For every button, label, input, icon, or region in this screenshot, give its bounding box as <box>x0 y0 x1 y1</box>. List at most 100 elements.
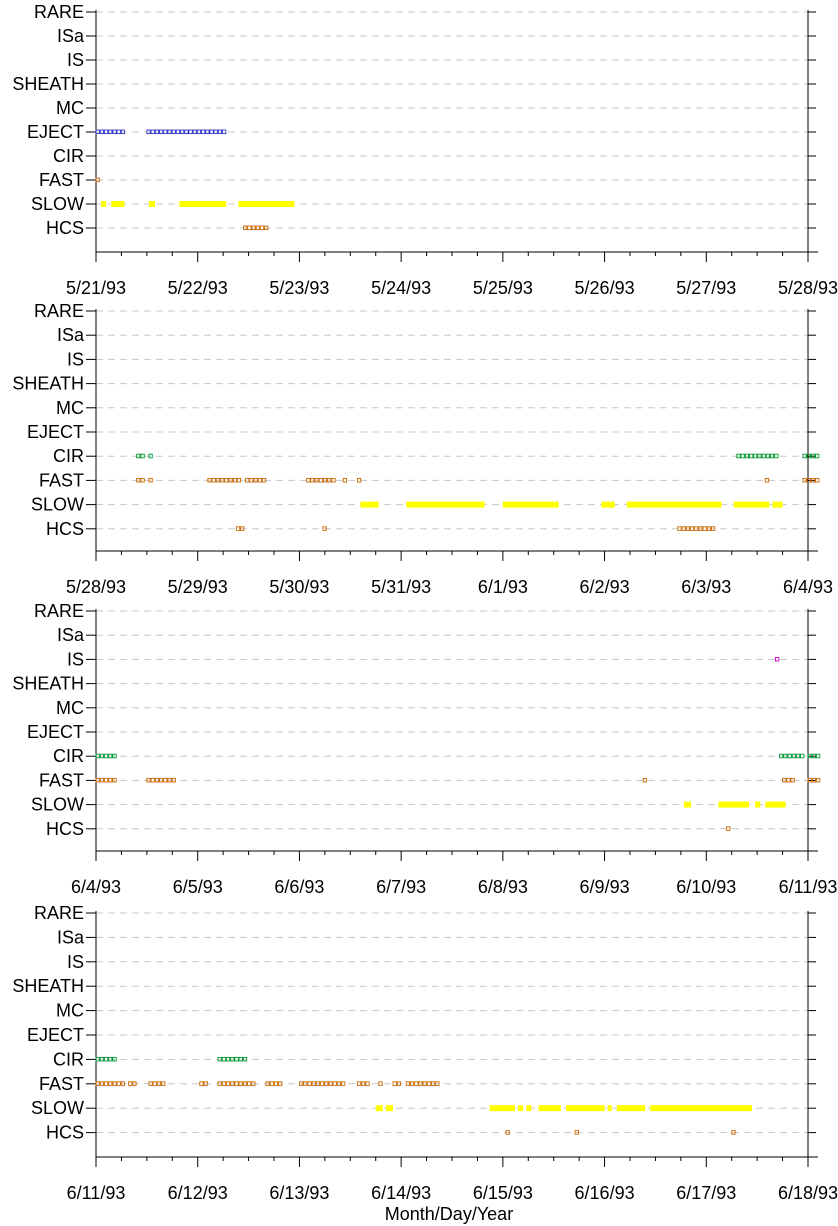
event-marker-eject <box>213 129 218 135</box>
category-label-is: IS <box>67 649 84 669</box>
event-marker-fast <box>303 1081 308 1086</box>
event-marker-fast <box>810 477 816 483</box>
event-marker-cir <box>765 453 771 459</box>
category-label-eject: EJECT <box>27 422 84 442</box>
event-marker-fast <box>161 1081 166 1086</box>
event-marker-fast <box>807 777 812 783</box>
event-marker-hcs <box>689 526 695 531</box>
event-bar-slow <box>650 1105 753 1112</box>
event-marker-fast <box>307 1081 312 1086</box>
event-marker-eject <box>120 129 126 135</box>
x-tick-label: 5/25/93 <box>473 278 533 298</box>
event-bar-slow <box>179 201 227 207</box>
event-marker-hcs <box>574 1130 579 1135</box>
event-marker-fast <box>786 777 791 783</box>
event-bar-slow <box>755 801 761 808</box>
event-marker-eject <box>167 129 172 135</box>
event-marker-fast <box>409 1081 415 1086</box>
category-label-slow: SLOW <box>31 795 84 815</box>
category-label-hcs: HCS <box>46 819 84 839</box>
event-marker-fast <box>228 477 233 483</box>
event-marker-fast <box>405 1081 411 1086</box>
event-marker-fast <box>226 1081 231 1086</box>
event-marker-cir <box>108 1056 113 1062</box>
event-bar-slow <box>111 201 125 207</box>
event-marker-cir <box>774 453 779 459</box>
event-marker-cir <box>242 1056 248 1062</box>
event-marker-fast <box>311 1081 316 1086</box>
event-marker-hcs <box>322 526 327 531</box>
event-bar-slow <box>601 501 615 508</box>
event-marker-fast <box>342 477 348 483</box>
event-marker-eject <box>196 129 202 135</box>
event-marker-fast <box>331 477 336 483</box>
event-marker-fast <box>257 477 262 483</box>
x-tick-label: 5/21/93 <box>66 278 126 298</box>
event-marker-hcs <box>685 526 691 531</box>
event-marker-cir <box>807 753 812 759</box>
category-label-eject: EJECT <box>27 1025 84 1045</box>
event-marker-fast <box>806 477 811 483</box>
event-marker-eject <box>163 129 168 135</box>
event-marker-fast <box>269 1081 274 1086</box>
event-marker-fast <box>802 477 807 483</box>
event-marker-cir <box>136 453 141 459</box>
event-bar-slow <box>718 801 750 808</box>
x-tick-label: 6/12/93 <box>168 1183 228 1203</box>
event-bar-slow <box>565 1105 605 1112</box>
event-marker-cir <box>234 1056 239 1062</box>
event-marker-fast <box>159 777 164 783</box>
event-marker-cir <box>103 753 109 759</box>
event-marker-fast <box>815 477 820 483</box>
event-bar-slow <box>489 1105 516 1112</box>
event-bar-slow <box>607 1105 612 1112</box>
event-marker-hcs <box>251 225 256 231</box>
category-label-rare: RARE <box>34 2 84 22</box>
event-bar-slow <box>502 501 559 508</box>
event-bar-slow <box>772 501 783 508</box>
event-marker-eject <box>150 129 155 135</box>
category-label-fast: FAST <box>39 770 84 790</box>
event-marker-hcs <box>698 526 703 531</box>
x-tick-label: 6/11/93 <box>67 1183 126 1203</box>
event-marker-eject <box>180 129 185 135</box>
event-marker-fast <box>163 777 168 783</box>
event-marker-fast <box>319 1081 325 1086</box>
event-marker-hcs <box>694 526 699 531</box>
event-bar-slow <box>526 1105 532 1112</box>
event-bar-slow <box>518 1105 524 1112</box>
category-label-isa: ISa <box>57 26 85 46</box>
event-marker-cir <box>226 1056 231 1062</box>
event-marker-fast <box>220 477 225 483</box>
event-marker-fast <box>782 777 787 783</box>
event-marker-cir <box>221 1056 227 1062</box>
event-marker-cir <box>806 453 811 459</box>
event-marker-cir <box>779 753 784 759</box>
event-bar-slow <box>765 801 786 808</box>
event-marker-fast <box>336 1081 342 1086</box>
event-marker-eject <box>146 129 151 135</box>
event-marker-cir <box>783 753 788 759</box>
category-label-mc: MC <box>56 1001 84 1021</box>
category-label-cir: CIR <box>53 1049 84 1069</box>
event-marker-fast <box>318 477 323 483</box>
event-marker-fast <box>396 1081 402 1086</box>
event-marker-hcs <box>677 526 682 531</box>
category-label-is: IS <box>67 349 84 369</box>
category-label-fast: FAST <box>39 470 84 490</box>
x-tick-label: 5/28/93 <box>66 577 126 597</box>
category-label-cir: CIR <box>53 746 84 766</box>
category-label-sheath: SHEATH <box>12 74 84 94</box>
category-label-mc: MC <box>56 98 84 118</box>
event-marker-eject <box>171 129 176 135</box>
x-tick-label: 5/27/93 <box>676 278 736 298</box>
event-marker-is <box>775 656 780 662</box>
event-marker-hcs <box>235 526 241 531</box>
category-label-sheath: SHEATH <box>12 674 84 694</box>
event-marker-hcs <box>247 225 252 231</box>
event-marker-fast <box>356 1081 362 1086</box>
event-marker-eject <box>222 129 227 135</box>
event-marker-cir <box>815 753 821 759</box>
category-label-slow: SLOW <box>31 194 84 214</box>
category-label-isa: ISa <box>57 325 85 345</box>
